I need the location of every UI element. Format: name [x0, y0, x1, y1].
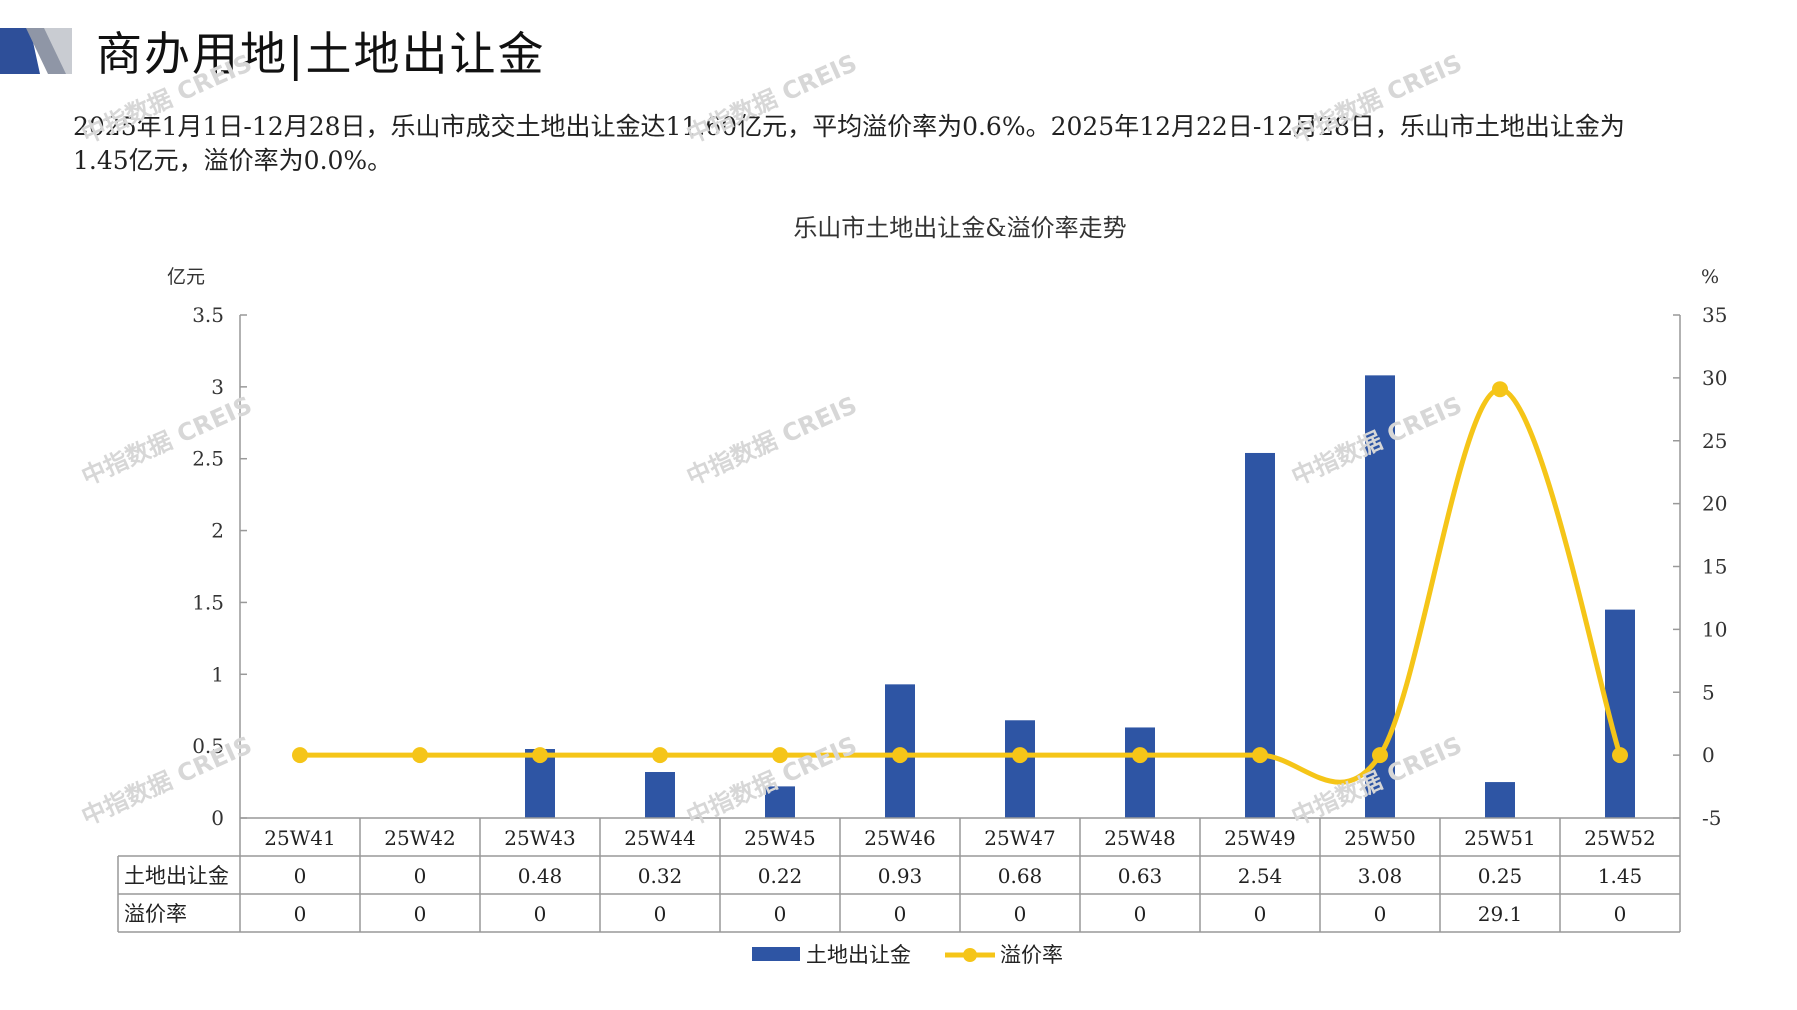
data-label: 0 [294, 902, 307, 926]
left-tick-label: 1 [211, 662, 224, 686]
line-point [772, 747, 788, 764]
right-tick-label: 25 [1702, 429, 1727, 453]
summary-line-1: 2025年1月1日-12月28日，乐山市成交土地出让金达11.60亿元，平均溢价… [73, 112, 1625, 141]
bar [765, 786, 795, 818]
x-category-label: 25W44 [624, 826, 695, 850]
right-tick-label: 20 [1702, 492, 1727, 516]
header-decoration [0, 28, 72, 74]
data-label: 0.93 [878, 864, 923, 888]
line-point [652, 747, 668, 764]
data-label: 0 [414, 864, 427, 888]
data-label: 0 [654, 902, 667, 926]
data-label: 1.45 [1598, 864, 1643, 888]
data-label: 0 [1134, 902, 1147, 926]
right-tick-label: -5 [1702, 806, 1721, 830]
data-label: 29.1 [1478, 902, 1523, 926]
x-category-label: 25W49 [1224, 826, 1295, 850]
bar [645, 772, 675, 818]
chart-title: 乐山市土地出让金&溢价率走势 [793, 214, 1126, 242]
data-label: 3.08 [1358, 864, 1403, 888]
data-label: 0.25 [1478, 864, 1523, 888]
right-tick-label: 10 [1702, 617, 1727, 641]
legend-swatch-bar [752, 947, 800, 961]
bar [1005, 720, 1035, 818]
x-category-label: 25W47 [984, 826, 1055, 850]
data-label: 0 [414, 902, 427, 926]
bar [1245, 452, 1275, 818]
x-category-label: 25W45 [744, 826, 815, 850]
x-category-label: 25W48 [1104, 826, 1175, 850]
left-tick-label: 2.5 [192, 447, 224, 471]
line-point [1012, 747, 1028, 764]
bar [1485, 782, 1515, 818]
data-label: 0 [1254, 902, 1267, 926]
data-label: 0 [294, 864, 307, 888]
x-category-label: 25W46 [864, 826, 935, 850]
line-point [1372, 747, 1388, 764]
data-label: 0 [534, 902, 547, 926]
data-label: 0.63 [1118, 864, 1163, 888]
left-tick-label: 3 [211, 375, 224, 399]
legend-label: 土地出让金 [806, 943, 911, 967]
data-label: 0.48 [518, 864, 563, 888]
left-tick-label: 2 [211, 519, 224, 543]
right-tick-label: 5 [1702, 680, 1715, 704]
line-point [412, 747, 428, 764]
right-tick-label: 15 [1702, 555, 1727, 579]
line-point [292, 747, 308, 764]
x-category-label: 25W42 [384, 826, 455, 850]
line-point [1492, 381, 1508, 398]
table-row-label: 溢价率 [124, 902, 187, 926]
line-point [532, 747, 548, 764]
x-category-label: 25W41 [264, 826, 335, 850]
right-tick-label: 0 [1702, 743, 1715, 767]
data-label: 0.32 [638, 864, 683, 888]
x-category-label: 25W51 [1464, 826, 1535, 850]
data-label: 0 [1614, 902, 1627, 926]
x-category-label: 25W43 [504, 826, 575, 850]
data-label: 0 [774, 902, 787, 926]
data-label: 0.68 [998, 864, 1043, 888]
left-tick-label: 3.5 [192, 303, 224, 327]
x-category-label: 25W52 [1584, 826, 1655, 850]
right-tick-label: 35 [1702, 303, 1727, 327]
right-tick-label: 30 [1702, 366, 1727, 390]
left-axis-unit: 亿元 [167, 266, 205, 288]
data-label: 2.54 [1238, 864, 1283, 888]
line-point [892, 747, 908, 764]
left-tick-label: 1.5 [192, 590, 224, 614]
table-row-label: 土地出让金 [124, 864, 229, 888]
data-label: 0 [1374, 902, 1387, 926]
line-point [1612, 747, 1628, 764]
right-axis-unit: % [1701, 266, 1719, 288]
legend-label: 溢价率 [1000, 943, 1063, 967]
left-tick-label: 0.5 [192, 734, 224, 758]
line-point [1252, 747, 1268, 764]
line-series-path [300, 386, 1623, 785]
x-category-label: 25W50 [1344, 826, 1415, 850]
data-label: 0.22 [758, 864, 803, 888]
data-label: 0 [894, 902, 907, 926]
bar [1125, 727, 1155, 818]
left-tick-label: 0 [211, 806, 224, 830]
page-title: 商办用地|土地出让金 [96, 27, 546, 81]
summary-text: 2025年1月1日-12月28日，乐山市成交土地出让金达11.60亿元，平均溢价… [73, 110, 1713, 178]
line-point [1132, 747, 1148, 764]
summary-line-2: 1.45亿元，溢价率为0.0%。 [73, 146, 393, 175]
data-label: 0 [1014, 902, 1027, 926]
legend-swatch-point [963, 948, 977, 962]
bar [1365, 375, 1395, 818]
